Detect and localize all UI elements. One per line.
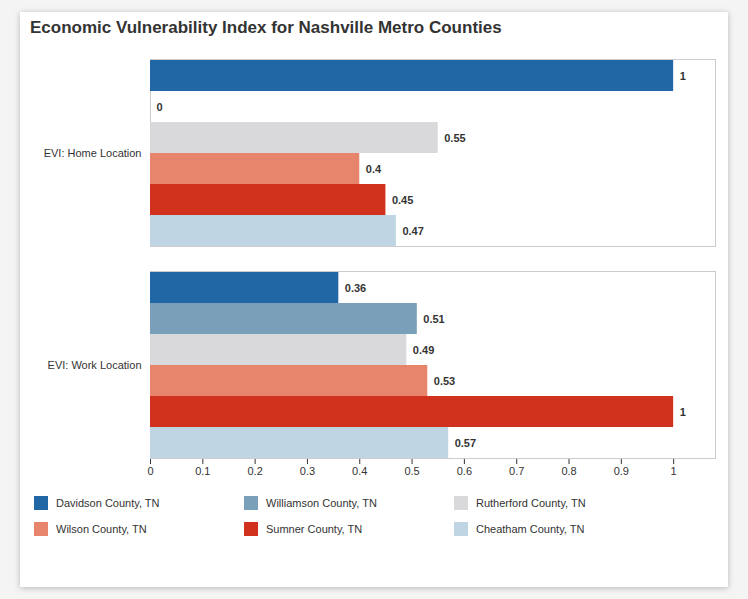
svg-text:0.57: 0.57	[455, 437, 476, 449]
html-text:Cheatham County, TN: Cheatham County, TN	[476, 523, 585, 535]
svg-text:0.55: 0.55	[444, 132, 465, 144]
html-text:Davidson County, TN: Davidson County, TN	[56, 497, 160, 509]
svg-text:0.5: 0.5	[404, 465, 419, 477]
svg-text:0.3: 0.3	[300, 465, 315, 477]
svg-text:0.4: 0.4	[366, 163, 382, 175]
svg-text:1: 1	[680, 70, 686, 82]
svg-text:EVI: Work Location: EVI: Work Location	[48, 359, 142, 371]
svg-text:0.4: 0.4	[352, 465, 367, 477]
svg-text:0.1: 0.1	[195, 465, 210, 477]
svg-text:0.9: 0.9	[614, 465, 629, 477]
svg-text:0: 0	[157, 101, 163, 113]
svg-text:0.47: 0.47	[402, 225, 423, 237]
html-text:Williamson County, TN: Williamson County, TN	[266, 497, 377, 509]
svg-text:1: 1	[680, 406, 686, 418]
svg-text:0.2: 0.2	[247, 465, 262, 477]
svg-text:0.6: 0.6	[457, 465, 472, 477]
svg-text:0.45: 0.45	[392, 194, 413, 206]
svg-text:0.8: 0.8	[561, 465, 576, 477]
svg-text:0.36: 0.36	[345, 282, 366, 294]
svg-text:0.7: 0.7	[509, 465, 524, 477]
html-text:Rutherford County, TN: Rutherford County, TN	[476, 497, 586, 509]
html-text:Sumner County, TN: Sumner County, TN	[266, 523, 363, 535]
svg-text:0.53: 0.53	[434, 375, 455, 387]
html-text:Economic Vulnerability Index f: Economic Vulnerability Index for Nashvil…	[30, 18, 502, 37]
svg-text:0.49: 0.49	[413, 344, 434, 356]
html-text:Wilson County, TN: Wilson County, TN	[56, 523, 147, 535]
svg-text:0.51: 0.51	[423, 313, 444, 325]
svg-text:0: 0	[147, 465, 153, 477]
svg-text:1: 1	[671, 465, 677, 477]
svg-text:EVI: Home Location: EVI: Home Location	[44, 147, 142, 159]
